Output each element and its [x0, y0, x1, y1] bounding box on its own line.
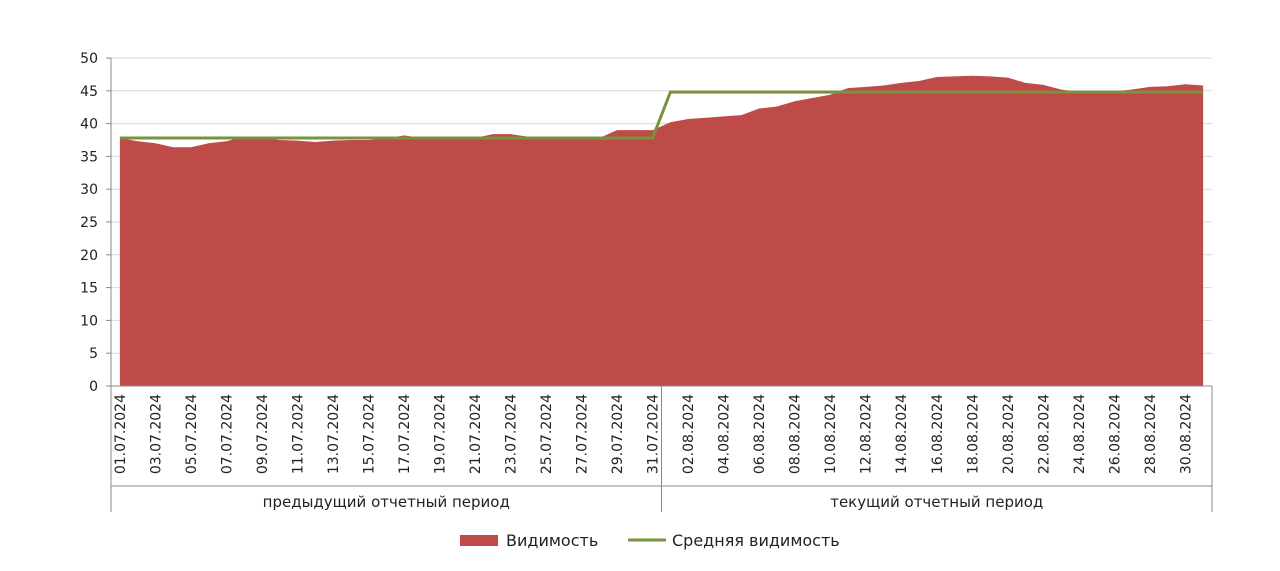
x-tick-label: 26.08.2024 — [1107, 394, 1123, 474]
legend: Видимость Средняя видимость — [460, 531, 840, 550]
x-tick-label: 05.07.2024 — [184, 394, 200, 474]
x-tick-label: 25.07.2024 — [539, 394, 555, 474]
x-tick-label: 29.07.2024 — [610, 394, 626, 474]
legend-swatch-visibility — [460, 535, 498, 546]
y-tick-label: 5 — [89, 346, 98, 362]
x-tick-label: 01.07.2024 — [113, 394, 129, 474]
x-tick-label: 12.08.2024 — [859, 394, 875, 474]
y-tick-label: 40 — [80, 117, 98, 133]
x-tick-label: 31.07.2024 — [646, 394, 662, 474]
legend-label-average: Средняя видимость — [672, 531, 840, 550]
line-average-visibility — [119, 90, 1204, 140]
y-tick-label: 30 — [80, 182, 98, 198]
area-visibility — [119, 75, 1204, 386]
x-tick-label: 30.08.2024 — [1178, 394, 1194, 474]
x-tick-label: 21.07.2024 — [468, 394, 484, 474]
y-tick-label: 45 — [80, 84, 98, 100]
series-layer — [119, 75, 1204, 386]
y-tick-label: 10 — [80, 313, 98, 329]
y-axis-ticks: 0 5 10 15 20 25 30 35 40 45 50 — [80, 51, 111, 395]
x-tick-label: 24.08.2024 — [1072, 394, 1088, 474]
x-tick-label: 14.08.2024 — [894, 394, 910, 474]
x-tick-label: 16.08.2024 — [930, 394, 946, 474]
group-label: текущий отчетный период — [830, 493, 1043, 511]
x-tick-label: 11.07.2024 — [290, 394, 306, 474]
legend-label-visibility: Видимость — [506, 531, 598, 550]
x-tick-label: 07.07.2024 — [219, 394, 235, 474]
y-tick-label: 0 — [89, 379, 98, 395]
y-tick-label: 50 — [80, 51, 98, 67]
x-tick-label: 20.08.2024 — [1001, 394, 1017, 474]
x-tick-label: 09.07.2024 — [255, 394, 271, 474]
x-tick-label: 08.08.2024 — [788, 394, 804, 474]
y-tick-label: 25 — [80, 215, 98, 231]
y-tick-label: 20 — [80, 248, 98, 264]
x-tick-label: 17.07.2024 — [397, 394, 413, 474]
x-tick-label: 15.07.2024 — [361, 394, 377, 474]
x-tick-label: 18.08.2024 — [965, 394, 981, 474]
y-tick-label: 15 — [80, 281, 98, 297]
x-tick-label: 13.07.2024 — [326, 394, 342, 474]
x-tick-label: 22.08.2024 — [1036, 394, 1052, 474]
x-tick-label: 10.08.2024 — [823, 394, 839, 474]
x-tick-label: 02.08.2024 — [681, 394, 697, 474]
x-tick-label: 23.07.2024 — [504, 394, 520, 474]
x-tick-label: 04.08.2024 — [717, 394, 733, 474]
x-tick-label: 28.08.2024 — [1143, 394, 1159, 474]
x-tick-label: 19.07.2024 — [433, 394, 449, 474]
x-tick-label: 06.08.2024 — [752, 394, 768, 474]
x-tick-label: 03.07.2024 — [148, 394, 164, 474]
y-tick-label: 35 — [80, 149, 98, 165]
x-axis-ticks: 01.07.2024 03.07.2024 05.07.2024 07.07.2024… — [113, 394, 1194, 474]
x-axis-groups: предыдущий отчетный период текущий отчетн… — [110, 386, 1213, 512]
x-tick-label: 27.07.2024 — [575, 394, 591, 474]
group-label: предыдущий отчетный период — [263, 493, 510, 511]
